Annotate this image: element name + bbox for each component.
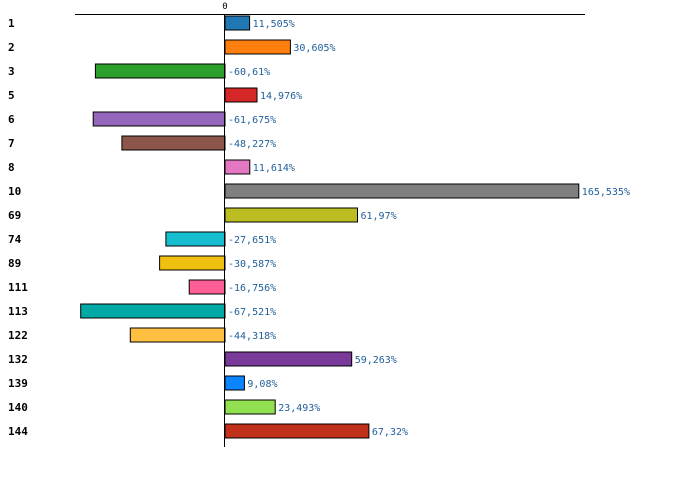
- bar-111: [188, 279, 226, 295]
- value-label-140: 23,493%: [278, 403, 320, 414]
- category-label-69: 69: [8, 209, 21, 222]
- category-label-74: 74: [8, 233, 22, 246]
- value-labels-group: 11,505% 30,605% -60,61% 14,976% -61,675% -48,…: [228, 19, 630, 438]
- value-label-132: 59,263%: [355, 355, 397, 366]
- bar-6: [92, 111, 226, 127]
- category-label-122: 122: [8, 329, 28, 342]
- value-label-122: -44,318%: [228, 331, 276, 342]
- category-label-1: 1: [8, 17, 15, 30]
- value-label-10: 165,535%: [582, 187, 630, 198]
- value-label-74: -27,651%: [228, 235, 276, 246]
- zero-tick-label: 0: [222, 2, 227, 12]
- bar-1: [224, 15, 251, 31]
- value-label-139: 9,08%: [247, 379, 277, 390]
- bar-3: [94, 63, 226, 79]
- bar-144: [224, 423, 370, 439]
- value-label-7: -48,227%: [228, 139, 276, 150]
- bar-10: [224, 183, 580, 199]
- bar-139: [224, 375, 245, 391]
- bar-89: [159, 255, 226, 271]
- category-label-5: 5: [8, 89, 15, 102]
- bar-7: [121, 135, 226, 151]
- category-label-6: 6: [8, 113, 15, 126]
- category-label-140: 140: [8, 401, 28, 414]
- category-labels-group: 1 2 3 5 6 7 8 10 69 74 89 111 113 122 132 139 140 144: [8, 17, 28, 438]
- category-label-8: 8: [8, 161, 15, 174]
- bar-2: [224, 39, 291, 55]
- value-label-6: -61,675%: [228, 115, 276, 126]
- value-label-8: 11,614%: [253, 163, 295, 174]
- category-label-144: 144: [8, 425, 28, 438]
- value-label-3: -60,61%: [228, 67, 270, 78]
- category-label-132: 132: [8, 353, 28, 366]
- value-label-111: -16,756%: [228, 283, 276, 294]
- category-label-89: 89: [8, 257, 21, 270]
- bar-132: [224, 351, 353, 367]
- category-label-2: 2: [8, 41, 15, 54]
- category-label-10: 10: [8, 185, 21, 198]
- bar-8: [224, 159, 251, 175]
- category-label-3: 3: [8, 65, 15, 78]
- value-label-1: 11,505%: [253, 19, 295, 30]
- bar-74: [165, 231, 226, 247]
- category-label-111: 111: [8, 281, 28, 294]
- bar-5: [224, 87, 258, 103]
- value-label-144: 67,32%: [372, 427, 408, 438]
- bars-group: [80, 15, 580, 439]
- bar-113: [80, 303, 226, 319]
- category-label-139: 139: [8, 377, 28, 390]
- bar-69: [224, 207, 358, 223]
- category-label-7: 7: [8, 137, 15, 150]
- value-label-5: 14,976%: [260, 91, 302, 102]
- category-label-113: 113: [8, 305, 28, 318]
- value-label-69: 61,97%: [361, 211, 397, 222]
- bar-122: [129, 327, 226, 343]
- value-label-2: 30,605%: [293, 43, 335, 54]
- bar-140: [224, 399, 276, 415]
- value-label-89: -30,587%: [228, 259, 276, 270]
- value-label-113: -67,521%: [228, 307, 276, 318]
